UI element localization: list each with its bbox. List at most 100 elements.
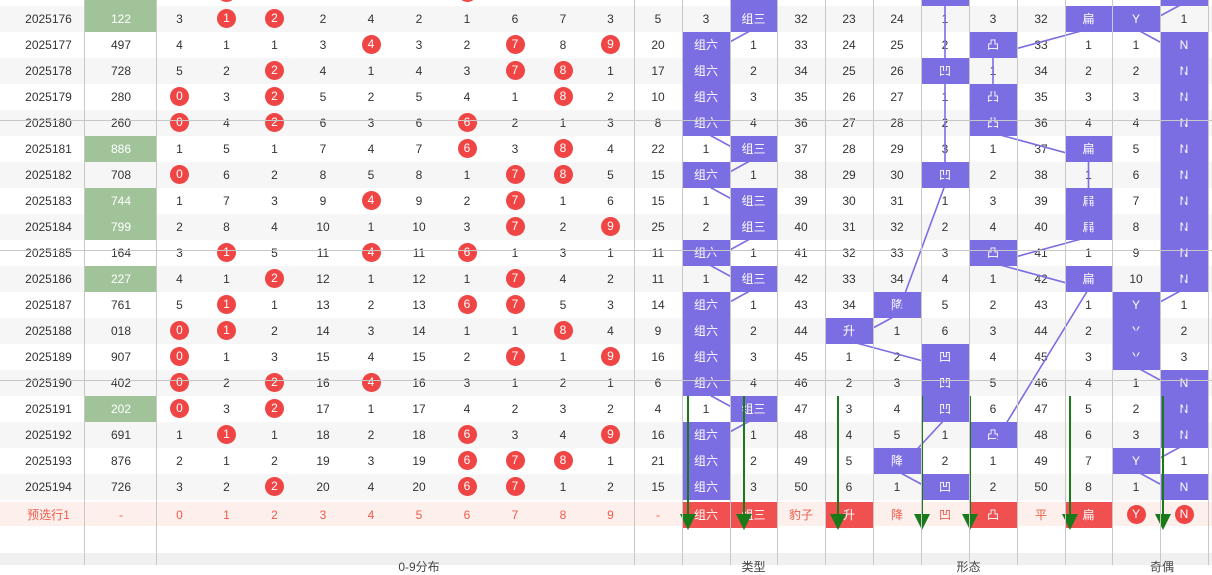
shape-cell: 升 [825,318,873,344]
digit-0-cell: 0 [156,318,203,344]
shape-cell: 27 [890,90,904,104]
preselect-digit-2[interactable]: 2 [271,508,278,522]
digit-9-cell: 2 [607,402,614,416]
digit-2-cell: 4 [271,220,278,234]
number-ball: 1 [217,321,236,341]
shape2-cell: 3 [989,194,997,208]
number-ball: 7 [505,347,525,367]
shape-cell: 24 [842,38,856,52]
type-cell: 1 [750,298,757,312]
type-cell: 39 [794,194,808,208]
digit-6-cell: 6 [443,0,491,6]
digit-4-cell: 4 [367,480,375,494]
digit-9-cell: 1 [607,376,614,390]
column-divider [1160,0,1161,565]
shape-cell: 5 [941,298,949,312]
shape-cell: 28 [890,116,904,130]
digit-4-cell: 2 [367,428,375,442]
preselect-shape-option[interactable]: 平 [1034,508,1047,522]
digit-1-cell: 1 [203,318,250,344]
number-ball: 4 [361,35,381,55]
preselect-digit-1[interactable]: 1 [223,508,230,522]
number-ball: 1 [217,425,236,445]
type-cell: 36 [794,116,808,130]
column-divider [634,0,635,565]
number-ball: 7 [505,61,525,81]
preselect-digit-9[interactable]: 9 [607,508,614,522]
preselect-digit-0[interactable]: 0 [176,508,183,522]
preselect-digit-6[interactable]: 6 [463,508,471,522]
digit-7-cell: 3 [511,142,519,156]
parity-cell: 1 [1132,376,1140,390]
digit-3-cell: 17 [316,402,330,416]
digit-8-cell: 2 [559,376,567,390]
span-value: 22 [651,142,665,156]
draw-number: 728 [110,64,132,78]
preselect-parity-option: Y [1112,502,1160,528]
digit-3-cell: 7 [319,142,327,156]
table-row: 2025186 227 4 1 2 12 1 12 1 7 4 2 11 1 组三 42 33 34 4 1 42 扁 10… [0,266,1212,292]
column-divider [1065,0,1066,565]
digit-0-cell: 5 [176,64,183,78]
preselect-digit-8[interactable]: 8 [559,508,567,522]
parity-cell: 8 [1132,220,1140,234]
shape2-cell: 50 [1034,480,1048,494]
preselect-digit-7[interactable]: 7 [511,508,519,522]
digit-1-cell: 3 [223,402,230,416]
digit-5-cell: 11 [412,246,426,260]
digit-1-cell: 6 [223,168,230,182]
shape2-cell: 1 [989,142,997,156]
number-ball: 0 [170,87,189,107]
shape-cell: 1 [893,324,901,338]
digit-2-cell: 1 [271,142,278,156]
shape-cell: 3 [845,402,853,416]
digit-2-cell: 2 [250,396,299,422]
type-cell: 40 [794,220,808,234]
table-row: 2025178 728 5 2 2 4 1 4 3 7 8 1 17 组六 2 34 25 26 凹 1 34 2 2 N [0,58,1212,84]
parity-cell: 2 [1180,324,1188,338]
number-ball: 8 [553,61,573,81]
type-cell: 1 [702,142,710,156]
issue-number: 2025179 [25,90,72,104]
column-divider [1017,0,1018,565]
number-ball: 0 [170,373,189,393]
number-ball: 8 [553,321,573,341]
preselect-span: - [656,508,660,522]
digit-9-cell: 3 [607,12,614,26]
preselect-row: 预选行1-0 1 2 3 4 5 6 7 8 9- 组六 组三 豹子升降凹凸平扁 Y N [0,502,1212,528]
digit-0-cell: 0 [156,84,203,110]
shape-cell: 5 [845,454,853,468]
shape2-cell: 7 [1085,454,1092,468]
number-ball: 6 [457,243,477,263]
preselect-type-option[interactable]: 豹子 [788,508,813,522]
preselect-shape-option[interactable]: 降 [890,508,903,522]
preselect-digit-4[interactable]: 4 [367,508,375,522]
preselect-digit-3[interactable]: 3 [319,508,327,522]
table-row: 2025188 018 0 1 2 14 3 14 1 1 8 4 9 组六 2 44 升 1 6 3 44 2 Y 2 [0,318,1212,344]
digit-6-cell: 1 [463,168,471,182]
number-ball: 1 [217,295,236,315]
shape2-cell: 2 [989,298,997,312]
span-value: 9 [654,324,662,338]
number-ball: 9 [601,217,620,237]
digit-4-cell: 1 [367,220,375,234]
shape2-cell: 36 [1034,116,1048,130]
digit-4-cell: 4 [347,240,395,266]
preselect-shape-option[interactable]: 凹 [938,508,951,522]
digit-1-cell: 1 [223,272,230,286]
digit-3-cell: 6 [319,116,327,130]
digit-4-cell: 4 [347,32,395,58]
digit-6-cell: 6 [443,240,491,266]
digit-1-cell: 1 [203,240,250,266]
draw-number: 876 [110,454,132,468]
group-divider [0,120,1212,121]
type-cell: 4 [750,376,757,390]
shape-cell: 29 [890,142,904,156]
preselect-digit-5[interactable]: 5 [415,508,423,522]
digit-9-cell: 2 [607,480,614,494]
draw-number: 886 [85,136,157,162]
digit-4-cell: 4 [367,142,375,156]
number-ball: 7 [505,191,525,211]
shape-cell: 31 [890,194,904,208]
type-cell: 组六 [682,292,730,318]
